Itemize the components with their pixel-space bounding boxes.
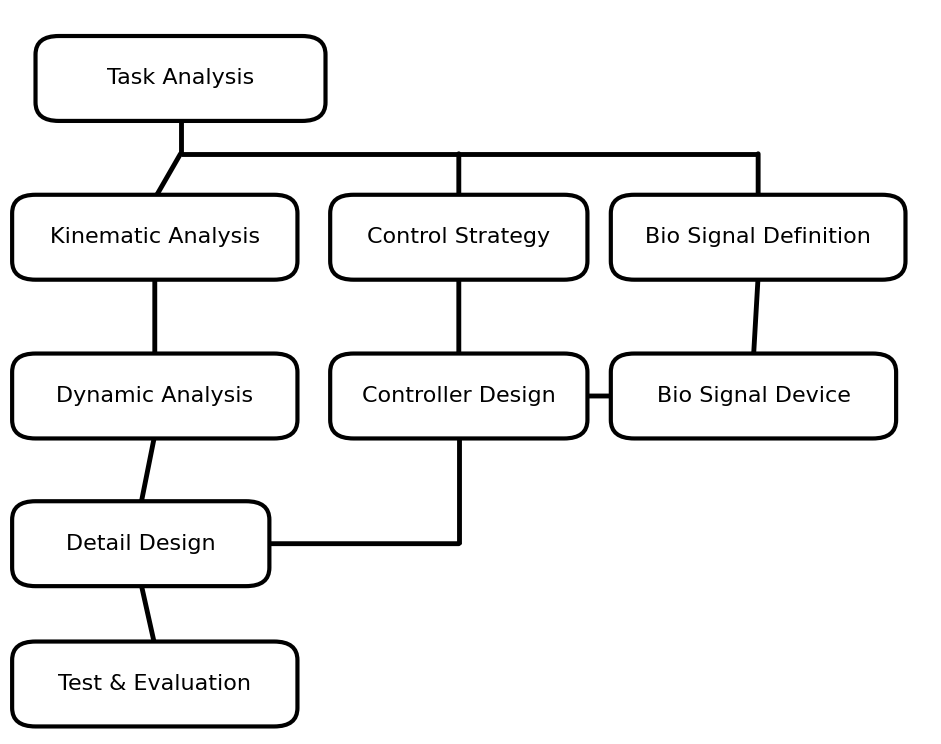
- Text: Kinematic Analysis: Kinematic Analysis: [50, 227, 260, 247]
- Text: Bio Signal Definition: Bio Signal Definition: [646, 227, 871, 247]
- Text: Dynamic Analysis: Dynamic Analysis: [56, 386, 253, 406]
- FancyBboxPatch shape: [36, 36, 326, 121]
- FancyBboxPatch shape: [12, 195, 297, 280]
- Text: Task Analysis: Task Analysis: [107, 68, 254, 89]
- Text: Test & Evaluation: Test & Evaluation: [58, 674, 251, 694]
- FancyBboxPatch shape: [330, 353, 587, 438]
- FancyBboxPatch shape: [330, 195, 587, 280]
- FancyBboxPatch shape: [12, 501, 269, 586]
- FancyBboxPatch shape: [12, 641, 297, 726]
- Text: Bio Signal Device: Bio Signal Device: [657, 386, 851, 406]
- FancyBboxPatch shape: [611, 353, 896, 438]
- FancyBboxPatch shape: [12, 353, 297, 438]
- Text: Detail Design: Detail Design: [66, 533, 215, 554]
- FancyBboxPatch shape: [611, 195, 905, 280]
- Text: Control Strategy: Control Strategy: [367, 227, 550, 247]
- Text: Controller Design: Controller Design: [362, 386, 556, 406]
